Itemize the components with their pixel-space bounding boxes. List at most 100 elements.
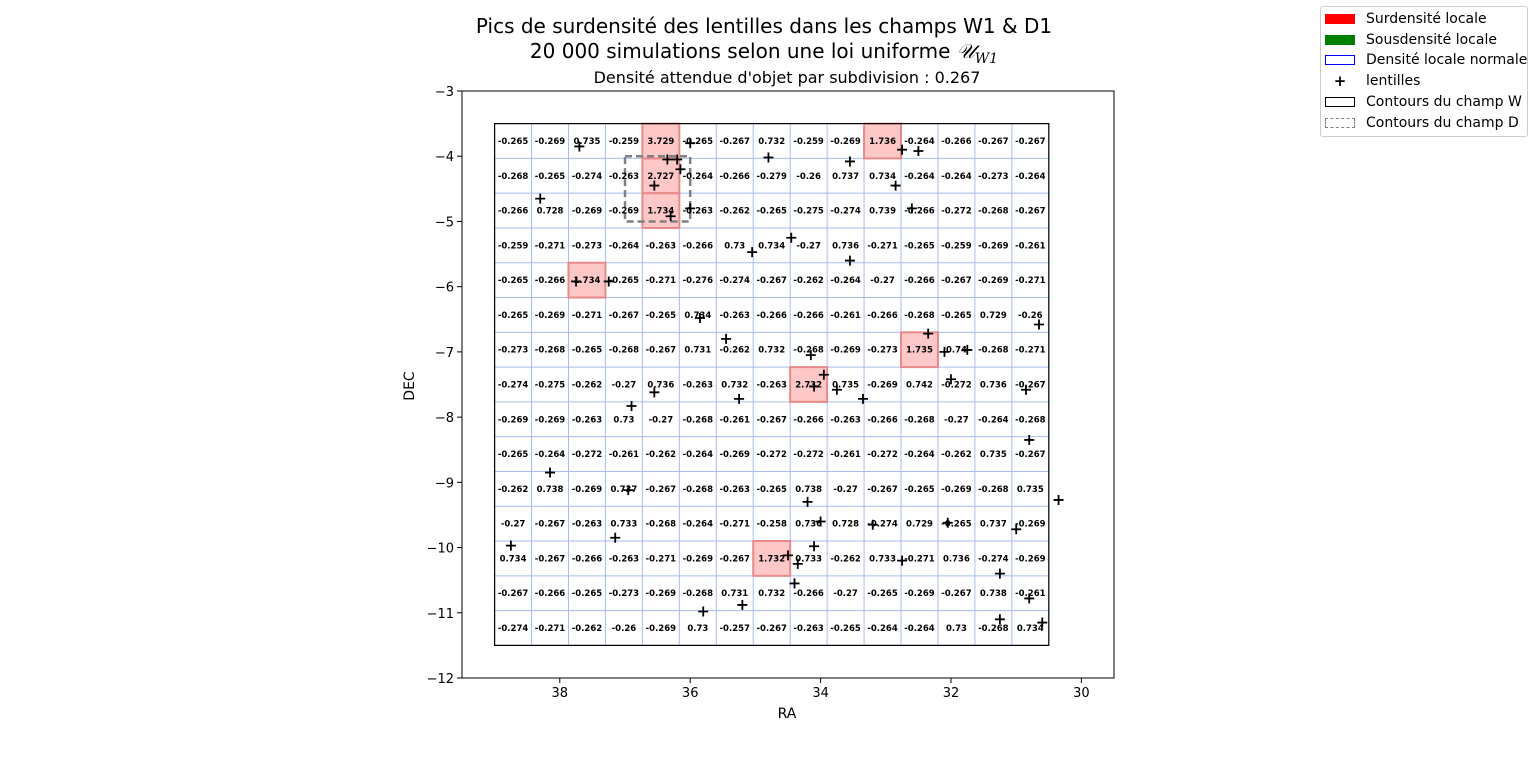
cell-value-label: -0.265 — [830, 624, 860, 634]
cell-value-label: -0.268 — [646, 520, 676, 530]
legend-item-field-w: Contours du champ W — [1325, 93, 1522, 111]
cell-value-label: 0.742 — [906, 381, 933, 391]
y-tick-label: −4 — [435, 150, 454, 165]
x-tick-label: 38 — [552, 686, 569, 701]
cell-value-label: -0.266 — [720, 172, 750, 182]
cell-value-label: -0.265 — [498, 276, 528, 286]
cell-value-label: 0.738 — [537, 485, 564, 495]
cell-value-label: -0.27 — [944, 415, 969, 425]
cell-value-label: 0.734 — [1017, 624, 1044, 634]
cell-value-label: -0.265 — [646, 311, 676, 321]
cell-value-label: -0.266 — [793, 311, 823, 321]
cell-value-label: -0.265 — [867, 589, 897, 599]
cell-value-label: -0.274 — [720, 276, 750, 286]
lens-marker — [571, 276, 582, 287]
cell-value-label: -0.267 — [867, 485, 897, 495]
cell-value-label: 0.734 — [684, 311, 711, 321]
lens-marker — [815, 516, 826, 527]
cell-value-label: -0.264 — [904, 450, 934, 460]
lens-marker — [789, 578, 800, 589]
cell-value-label: -0.264 — [867, 624, 897, 634]
lens-marker — [897, 555, 908, 566]
cell-value-label: -0.262 — [572, 624, 602, 634]
cell-value-label: -0.271 — [535, 624, 565, 634]
plot-area: -0.265 -0.269 0.735 -0.259 3.729 -0.265 -0.267… — [494, 122, 1064, 646]
lens-marker — [662, 154, 673, 165]
cell-value-label: -0.27 — [833, 589, 858, 599]
cell-value-label: -0.267 — [1015, 137, 1045, 147]
cell-value-label: -0.267 — [535, 520, 565, 530]
y-tick-label: −3 — [435, 85, 454, 100]
cell-value-label: -0.267 — [756, 276, 786, 286]
cell-value-label: -0.266 — [756, 311, 786, 321]
cell-value-label: -0.269 — [867, 381, 897, 391]
cell-value-label: -0.267 — [941, 276, 971, 286]
cell-value-label: -0.269 — [572, 485, 602, 495]
cell-value-label: -0.267 — [941, 589, 971, 599]
cell-value-label: -0.264 — [535, 450, 565, 460]
cell-value-label: -0.269 — [904, 589, 934, 599]
cell-value-label: -0.265 — [498, 137, 528, 147]
cell-value-label: -0.261 — [720, 415, 750, 425]
cell-value-label: -0.268 — [683, 485, 713, 495]
lens-marker — [897, 144, 908, 155]
cell-value-label: 0.728 — [832, 520, 859, 530]
cell-value-label: 0.731 — [684, 346, 711, 356]
cell-value-label: -0.268 — [1015, 415, 1045, 425]
field-w-outline — [494, 123, 1050, 646]
cell-value-label: -0.273 — [978, 172, 1008, 182]
lens-marker — [805, 350, 816, 361]
cell-value-label: -0.269 — [609, 207, 639, 217]
cell-value-label: -0.266 — [904, 276, 934, 286]
cell-value-label: -0.273 — [572, 241, 602, 251]
cell-value-label: 0.74 — [946, 346, 967, 356]
cell-value-label: -0.27 — [796, 241, 821, 251]
legend-item-underdense: Sousdensité locale — [1325, 31, 1497, 49]
lens-marker — [721, 333, 732, 344]
cell-value-label: -0.268 — [683, 589, 713, 599]
lens-marker — [545, 467, 556, 478]
cell-value-label: -0.267 — [1015, 207, 1045, 217]
lens-marker — [867, 519, 878, 530]
lens-marker — [505, 540, 516, 551]
cell-value-label: -0.263 — [793, 624, 823, 634]
cell-value-label: 2.732 — [795, 381, 822, 391]
overdense-cell — [864, 123, 902, 159]
cell-value-label: -0.265 — [756, 207, 786, 217]
lens-marker — [857, 393, 868, 404]
cell-value-label: 0.736 — [795, 520, 822, 530]
cell-value-label: 0.733 — [795, 554, 822, 564]
y-tick-label: −8 — [435, 411, 454, 426]
lens-marker — [672, 154, 683, 165]
cell-value-label: -0.269 — [646, 624, 676, 634]
lens-marker — [890, 180, 901, 191]
legend-item-normal: Densité locale normale — [1325, 51, 1527, 69]
cell-value-label: 0.731 — [721, 589, 748, 599]
cell-value-label: -0.267 — [1015, 450, 1045, 460]
cell-value-label: -0.275 — [535, 381, 565, 391]
cell-value-label: -0.27 — [833, 485, 858, 495]
cell-value-label: -0.26 — [796, 172, 821, 182]
cell-value-label: -0.265 — [498, 450, 528, 460]
cell-value-label: -0.261 — [609, 450, 639, 460]
cell-value-label: -0.272 — [793, 450, 823, 460]
cell-value-label: 0.732 — [758, 589, 785, 599]
cell-value-label: -0.263 — [609, 172, 639, 182]
cell-value-label: -0.269 — [830, 346, 860, 356]
cell-value-label: -0.269 — [1015, 554, 1045, 564]
cell-value-label: -0.266 — [498, 207, 528, 217]
cell-value-label: -0.265 — [609, 276, 639, 286]
overdense-cell-outline — [752, 540, 792, 577]
cell-value-label: -0.267 — [756, 624, 786, 634]
cell-value-label: -0.274 — [978, 554, 1008, 564]
cell-value-label: -0.268 — [535, 346, 565, 356]
cell-value-label: -0.27 — [649, 415, 674, 425]
cell-value-label: -0.268 — [978, 207, 1008, 217]
cell-value-label: -0.265 — [941, 311, 971, 321]
cell-value-label: -0.272 — [572, 450, 602, 460]
cell-value-label: -0.272 — [941, 207, 971, 217]
cell-value-label: -0.266 — [793, 415, 823, 425]
cell-value-label: 0.739 — [869, 207, 896, 217]
cell-value-label: -0.262 — [572, 381, 602, 391]
cell-value-label: -0.271 — [867, 241, 897, 251]
